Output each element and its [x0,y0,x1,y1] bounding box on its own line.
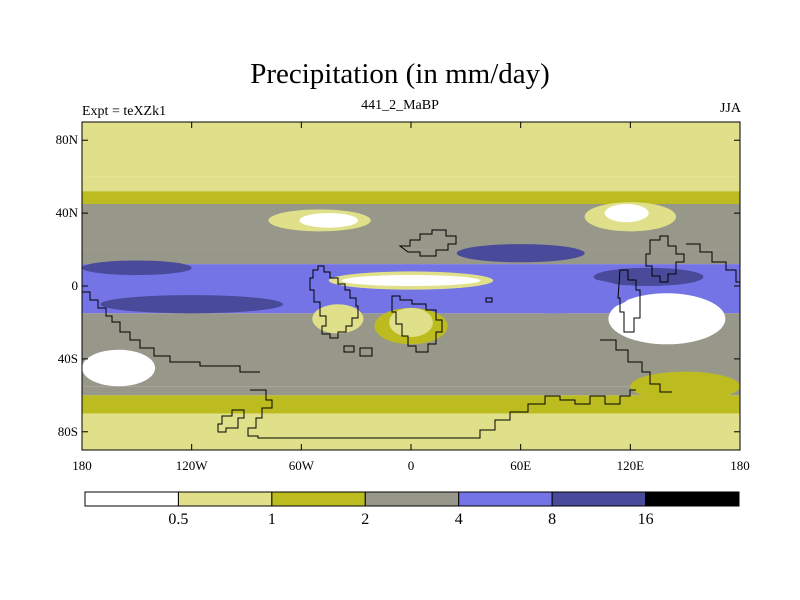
colorbar-swatch [271,491,366,507]
colorbar-label: 4 [455,511,463,528]
y-tick-label: 40N [56,205,79,220]
precip-feature [456,244,585,263]
coastline-asia-southeast [600,339,672,393]
colorbar-swatch [458,491,553,507]
zonal-band [82,386,740,396]
y-tick-label: 80N [56,132,79,147]
y-tick-label: 0 [72,278,79,293]
coastline-antarctic-peninsula [217,409,245,433]
x-tick-label: 180 [72,458,92,473]
x-tick-label: 60W [289,458,315,473]
zonal-band [82,122,740,177]
coastlines [82,229,740,439]
y-tick-label: 80S [58,424,78,439]
y-tick-label: 40S [58,351,78,366]
colorbar-label: 0.5 [168,511,188,528]
colorbar-label: 2 [361,511,369,528]
colorbar-swatch [84,491,179,507]
coastline-antarctica [247,389,636,439]
coastline-south-america [309,265,359,339]
coastline-east-asia [645,235,685,283]
zonal-band [82,395,740,414]
season-label: JJA [719,101,741,116]
colorbar-swatch [551,491,647,507]
precip-feature [608,293,726,345]
experiment-label: Expt = teXZk1 [82,104,167,119]
axis-ticks: 180 120W 60W 0 60E 120E 180 80N 40N 0 40S 80S [56,122,750,473]
precip-feature [604,204,649,223]
coastline-india [617,269,641,333]
precip-feature [484,276,631,314]
precip-feature [82,349,156,387]
colorbar-swatch [177,491,273,507]
x-tick-label: 120W [176,458,209,473]
colorbar-swatch [645,491,740,507]
colorbar-label: 16 [638,511,654,528]
coastline-island-2 [359,347,373,357]
x-tick-label: 60E [510,458,531,473]
colorbar-label: 8 [548,511,556,528]
coastline-island-1 [343,345,355,353]
colorbar: 0.5 1 2 4 8 16 [84,491,740,528]
x-tick-label: 120E [617,458,645,473]
x-tick-label: 180 [730,458,750,473]
period-label: 441_2_MaBP [361,98,439,113]
precip-feature [299,213,358,228]
precip-feature [389,307,433,338]
precip-feature [341,275,481,286]
colorbar-swatch [364,491,460,507]
precip-feature [82,260,192,276]
precip-feature [100,295,284,314]
precipitation-field [82,122,740,450]
colorbar-label: 1 [268,511,276,528]
coastline-north-america [82,291,260,373]
precip-feature [630,371,740,401]
zonal-band [82,413,740,450]
coastline-europe-asia [398,229,457,257]
zonal-band [82,176,740,192]
coastline-east-asia-2 [686,243,740,283]
map-title: Precipitation (in mm/day) [250,58,550,90]
coastline-africa [391,295,443,353]
x-tick-label: 0 [408,458,415,473]
coastline-island-3 [485,297,493,303]
zonal-band [82,191,740,204]
